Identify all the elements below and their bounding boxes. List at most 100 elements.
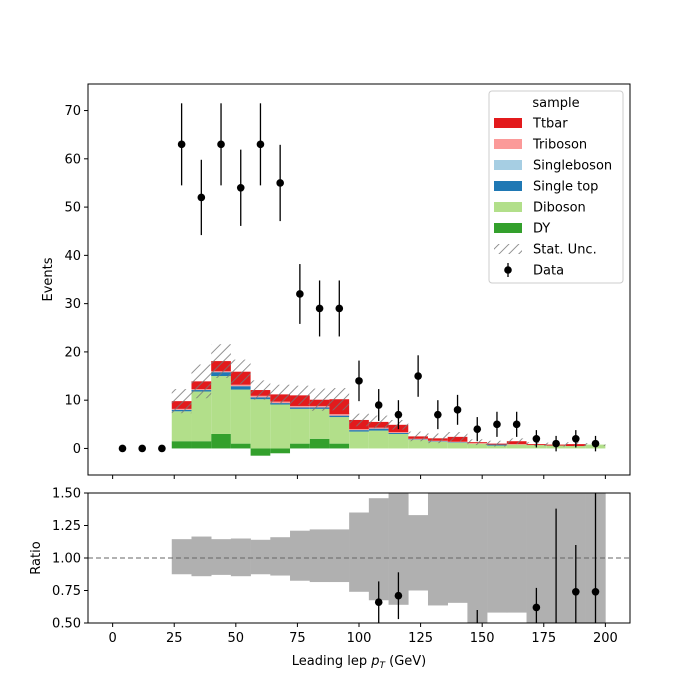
- legend-swatch-dy: [494, 223, 522, 233]
- bar-dy-bin-11: [329, 443, 350, 449]
- stat-unc-band-bin-4: [191, 364, 212, 399]
- ratio-point-1: [394, 591, 403, 600]
- bar-triboson-bin-12: [349, 429, 369, 431]
- ratio-point-5: [572, 588, 580, 596]
- ratio-y-ticks: 0.50 0.75 1.00 1.25 1.50: [52, 487, 88, 632]
- legend: sample Ttbar Triboson Singleboson Single top…: [488, 90, 624, 284]
- bar-diboson-bin-18: [467, 443, 488, 449]
- data-point-1: [138, 444, 146, 453]
- ratio-band-bin-2: [211, 539, 232, 575]
- bar-diboson-bin-20: [506, 444, 527, 449]
- stat-unc-band-bin-9: [290, 385, 310, 406]
- x-axis-label: Leading lep pT (GeV): [292, 654, 426, 671]
- ratio-band-bin-14: [447, 493, 468, 603]
- main-y-tick-label-7: 70: [64, 104, 81, 119]
- bar-dy-bin-10: [309, 438, 330, 449]
- main-y-tick-label-2: 20: [64, 345, 81, 360]
- ratio-x-tick-label-1: 25: [166, 631, 183, 646]
- data-point-11: [335, 304, 344, 313]
- ratio-point-0: [374, 598, 383, 606]
- legend-title: sample: [532, 96, 579, 111]
- bar-triboson-bin-11: [329, 414, 350, 416]
- bar-single-top-bin-13: [368, 428, 389, 431]
- main-y-tick-label-4: 40: [64, 249, 81, 264]
- data-point-2: [158, 444, 166, 453]
- bar-triboson-bin-9: [290, 405, 310, 408]
- data-point-22: [552, 439, 560, 448]
- stat-unc-band-bin-16: [427, 433, 448, 444]
- ratio-band-bin-16: [487, 493, 508, 613]
- data-point-19: [493, 420, 501, 429]
- ratio-x-tick-label-3: 75: [289, 631, 306, 646]
- legend-swatch-ttbar: [494, 118, 522, 128]
- legend-label-data: Data: [533, 264, 564, 279]
- legend-swatch-singleboson: [494, 160, 522, 170]
- bar-diboson-bin-8: [270, 404, 291, 449]
- stat-unc-band-bin-11: [329, 388, 350, 411]
- ratio-y-tick-label-3: 1.25: [52, 519, 81, 534]
- legend-label-dy: DY: [533, 222, 550, 237]
- ratio-y-axis-label: Ratio: [29, 541, 44, 574]
- bar-triboson-bin-6: [230, 384, 251, 387]
- main-y-tick-label-3: 30: [64, 297, 81, 312]
- data-point-9: [296, 290, 304, 298]
- bar-diboson-bin-9: [290, 408, 310, 444]
- data-point-0: [118, 444, 127, 453]
- bar-diboson-bin-4: [191, 391, 212, 442]
- bar-dy-bin-7: [250, 448, 271, 456]
- bar-dy-bin-9: [290, 443, 310, 449]
- stat-unc-band-bin-10: [309, 388, 330, 411]
- stat-unc-band-bin-20: [506, 438, 527, 445]
- ratio-point-3: [532, 603, 541, 612]
- bar-triboson-bin-14: [388, 432, 409, 434]
- ratio-band-bin-3: [230, 538, 251, 577]
- bar-dy-bin-3: [171, 441, 192, 449]
- ratio-band-bin-9: [349, 512, 370, 592]
- data-point-23: [572, 434, 580, 443]
- stat-unc-band-bin-5: [211, 344, 231, 378]
- ratio-x-ticks: 0 25 50 75 100 125 150 175 200: [108, 623, 618, 646]
- ratio-band-bin-6: [290, 530, 311, 581]
- bar-single-top-bin-12: [349, 430, 369, 432]
- bar-triboson-bin-20: [506, 444, 527, 445]
- data-point-18: [473, 425, 482, 433]
- ratio-plot: 0.50 0.75 1.00 1.25 1.50 0 25 50 75 100 125 150 175 2…: [29, 487, 631, 671]
- bar-single-top-bin-11: [329, 415, 350, 418]
- bar-diboson-bin-5: [211, 376, 231, 434]
- bar-dy-bin-8: [270, 448, 291, 454]
- legend-label-triboson: Triboson: [532, 138, 587, 153]
- ratio-band-bin-10: [368, 498, 389, 601]
- ratio-x-tick-label-2: 50: [228, 631, 245, 646]
- stat-unc-band-bin-6: [230, 359, 251, 384]
- bar-diboson-bin-14: [388, 433, 409, 449]
- legend-box: [488, 90, 624, 284]
- main-y-tick-label-1: 10: [64, 394, 81, 409]
- stat-unc-band-bin-18: [467, 439, 488, 446]
- data-point-10: [315, 304, 324, 313]
- legend-label-stat-unc: Stat. Unc.: [533, 243, 597, 258]
- ratio-band-bin-13: [427, 493, 448, 606]
- ratio-band-bin-12: [408, 515, 429, 591]
- legend-label-ttbar: Ttbar: [532, 117, 568, 132]
- data-point-12: [355, 377, 363, 385]
- ratio-x-tick-label-6: 150: [470, 631, 495, 646]
- data-point-20: [512, 420, 521, 429]
- stat-unc-band-bin-12: [349, 413, 369, 427]
- ratio-band-bin-0: [171, 539, 192, 575]
- legend-swatch-triboson: [494, 139, 522, 149]
- ratio-band-bin-1: [191, 536, 212, 577]
- data-point-24: [591, 439, 600, 448]
- ratio-x-tick-label-8: 200: [593, 631, 618, 646]
- ratio-band-bin-5: [270, 537, 291, 576]
- main-y-ticks: 0 10 20 30 40 50 60 70: [64, 104, 88, 457]
- ratio-band-bin-8: [329, 529, 350, 583]
- data-point-7: [256, 140, 265, 149]
- main-y-tick-label-5: 50: [64, 201, 81, 216]
- bar-diboson-bin-19: [487, 445, 507, 449]
- ratio-band-bin-17: [506, 493, 527, 613]
- legend-swatch-stat-unc: [494, 244, 522, 254]
- data-point-3: [177, 140, 186, 149]
- bar-diboson-bin-15: [408, 439, 428, 449]
- data-point-14: [394, 410, 403, 419]
